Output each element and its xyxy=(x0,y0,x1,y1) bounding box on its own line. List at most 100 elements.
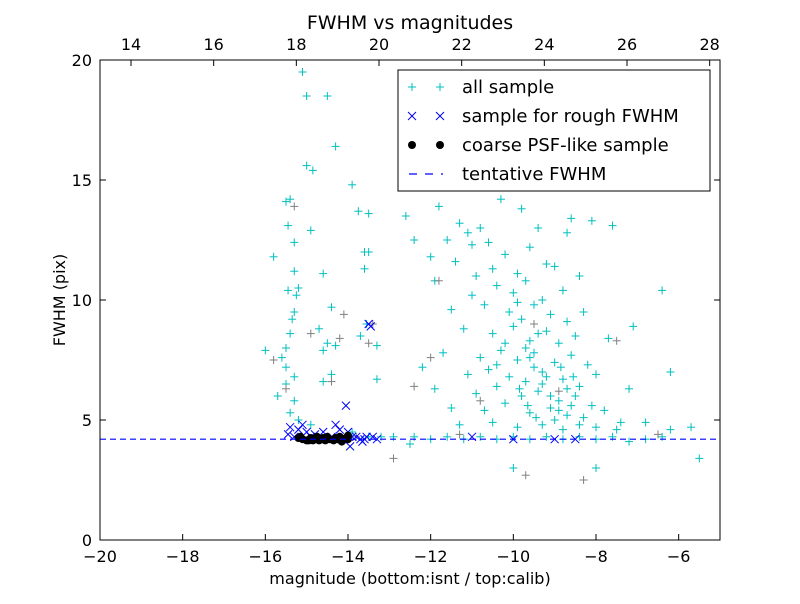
data-point xyxy=(488,329,497,338)
data-point xyxy=(463,228,472,237)
data-point xyxy=(558,286,567,295)
data-point xyxy=(525,408,534,417)
top-x-tick-label: 14 xyxy=(121,35,141,54)
data-point-b xyxy=(372,434,382,444)
data-point xyxy=(282,344,290,352)
data-point-b xyxy=(298,420,307,430)
data-point xyxy=(484,238,493,247)
data-point xyxy=(443,236,452,244)
data-point xyxy=(517,204,526,213)
data-point xyxy=(550,358,559,367)
data-point xyxy=(290,238,299,247)
data-point xyxy=(571,332,580,340)
data-point xyxy=(372,375,381,384)
data-point xyxy=(261,346,270,355)
data-point xyxy=(327,377,336,386)
data-point xyxy=(364,339,373,348)
data-point xyxy=(592,423,600,432)
data-point xyxy=(451,257,460,266)
x-tick-label: −8 xyxy=(584,547,608,566)
data-point xyxy=(542,432,551,441)
data-point xyxy=(575,432,584,441)
data-point xyxy=(284,221,293,230)
y-tick-label: 15 xyxy=(72,171,92,190)
legend-label: sample for rough FWHM xyxy=(462,106,679,127)
y-tick-label: 10 xyxy=(72,291,92,310)
data-point-b xyxy=(285,422,295,432)
top-x-tick-label: 24 xyxy=(534,35,554,54)
data-point xyxy=(472,389,481,398)
data-point xyxy=(344,431,352,440)
top-x-tick-label: 28 xyxy=(699,35,719,54)
data-point xyxy=(290,396,299,405)
data-point-b xyxy=(283,430,293,439)
data-point xyxy=(308,436,317,445)
data-point xyxy=(509,322,518,331)
data-point xyxy=(530,300,538,309)
data-point xyxy=(306,329,315,338)
legend-marker-icon xyxy=(436,83,444,91)
data-point xyxy=(515,384,524,393)
data-point xyxy=(546,310,555,319)
data-point xyxy=(616,418,625,427)
top-x-tick-label: 18 xyxy=(286,35,306,54)
data-point xyxy=(513,269,522,278)
y-tick-label: 0 xyxy=(82,531,92,550)
data-point xyxy=(319,269,328,278)
data-point xyxy=(567,214,576,223)
data-point xyxy=(505,308,514,316)
data-point xyxy=(463,370,472,379)
data-point xyxy=(550,262,559,271)
data-point xyxy=(430,384,439,393)
data-point xyxy=(592,370,600,379)
data-point xyxy=(290,308,299,316)
data-point xyxy=(285,422,295,432)
data-point xyxy=(302,161,311,170)
data-point xyxy=(455,430,464,439)
data-point xyxy=(306,420,315,429)
data-point xyxy=(509,288,518,297)
data-point xyxy=(523,401,532,410)
x-tick-label: −20 xyxy=(83,547,117,566)
legend-marker-icon xyxy=(408,83,416,91)
data-point xyxy=(558,375,567,384)
data-point xyxy=(290,267,299,276)
data-point xyxy=(488,418,497,427)
data-point xyxy=(505,372,514,381)
data-point xyxy=(364,248,373,256)
data-point xyxy=(331,420,340,430)
data-point-b xyxy=(467,432,477,442)
data-point xyxy=(286,329,295,338)
legend-marker-icon xyxy=(435,111,445,121)
series-unlabeled-1 xyxy=(269,202,662,484)
data-point xyxy=(426,353,435,362)
data-point xyxy=(532,413,541,422)
data-point xyxy=(556,363,565,372)
data-point xyxy=(534,387,543,396)
top-x-tick-label: 22 xyxy=(451,35,471,54)
data-point xyxy=(666,425,675,434)
data-point-b xyxy=(366,322,376,331)
data-point xyxy=(546,404,555,412)
data-point xyxy=(288,315,297,324)
data-point xyxy=(538,296,547,304)
data-point xyxy=(542,327,551,336)
data-point xyxy=(521,377,530,386)
data-point xyxy=(501,399,510,408)
data-point xyxy=(501,250,510,259)
data-point xyxy=(517,315,526,324)
data-point xyxy=(345,442,355,451)
x-axis-label: magnitude (bottom:isnt / top:calib) xyxy=(269,569,550,588)
y-tick-label: 20 xyxy=(72,51,92,70)
data-point xyxy=(575,272,584,280)
data-point xyxy=(319,346,328,355)
data-point xyxy=(439,348,448,357)
data-point xyxy=(546,392,555,400)
data-point xyxy=(575,382,584,391)
data-point xyxy=(302,92,311,100)
data-point xyxy=(567,401,576,410)
data-point xyxy=(513,298,522,307)
data-point xyxy=(315,324,324,333)
data-point xyxy=(476,396,485,405)
data-point-b xyxy=(341,401,351,410)
